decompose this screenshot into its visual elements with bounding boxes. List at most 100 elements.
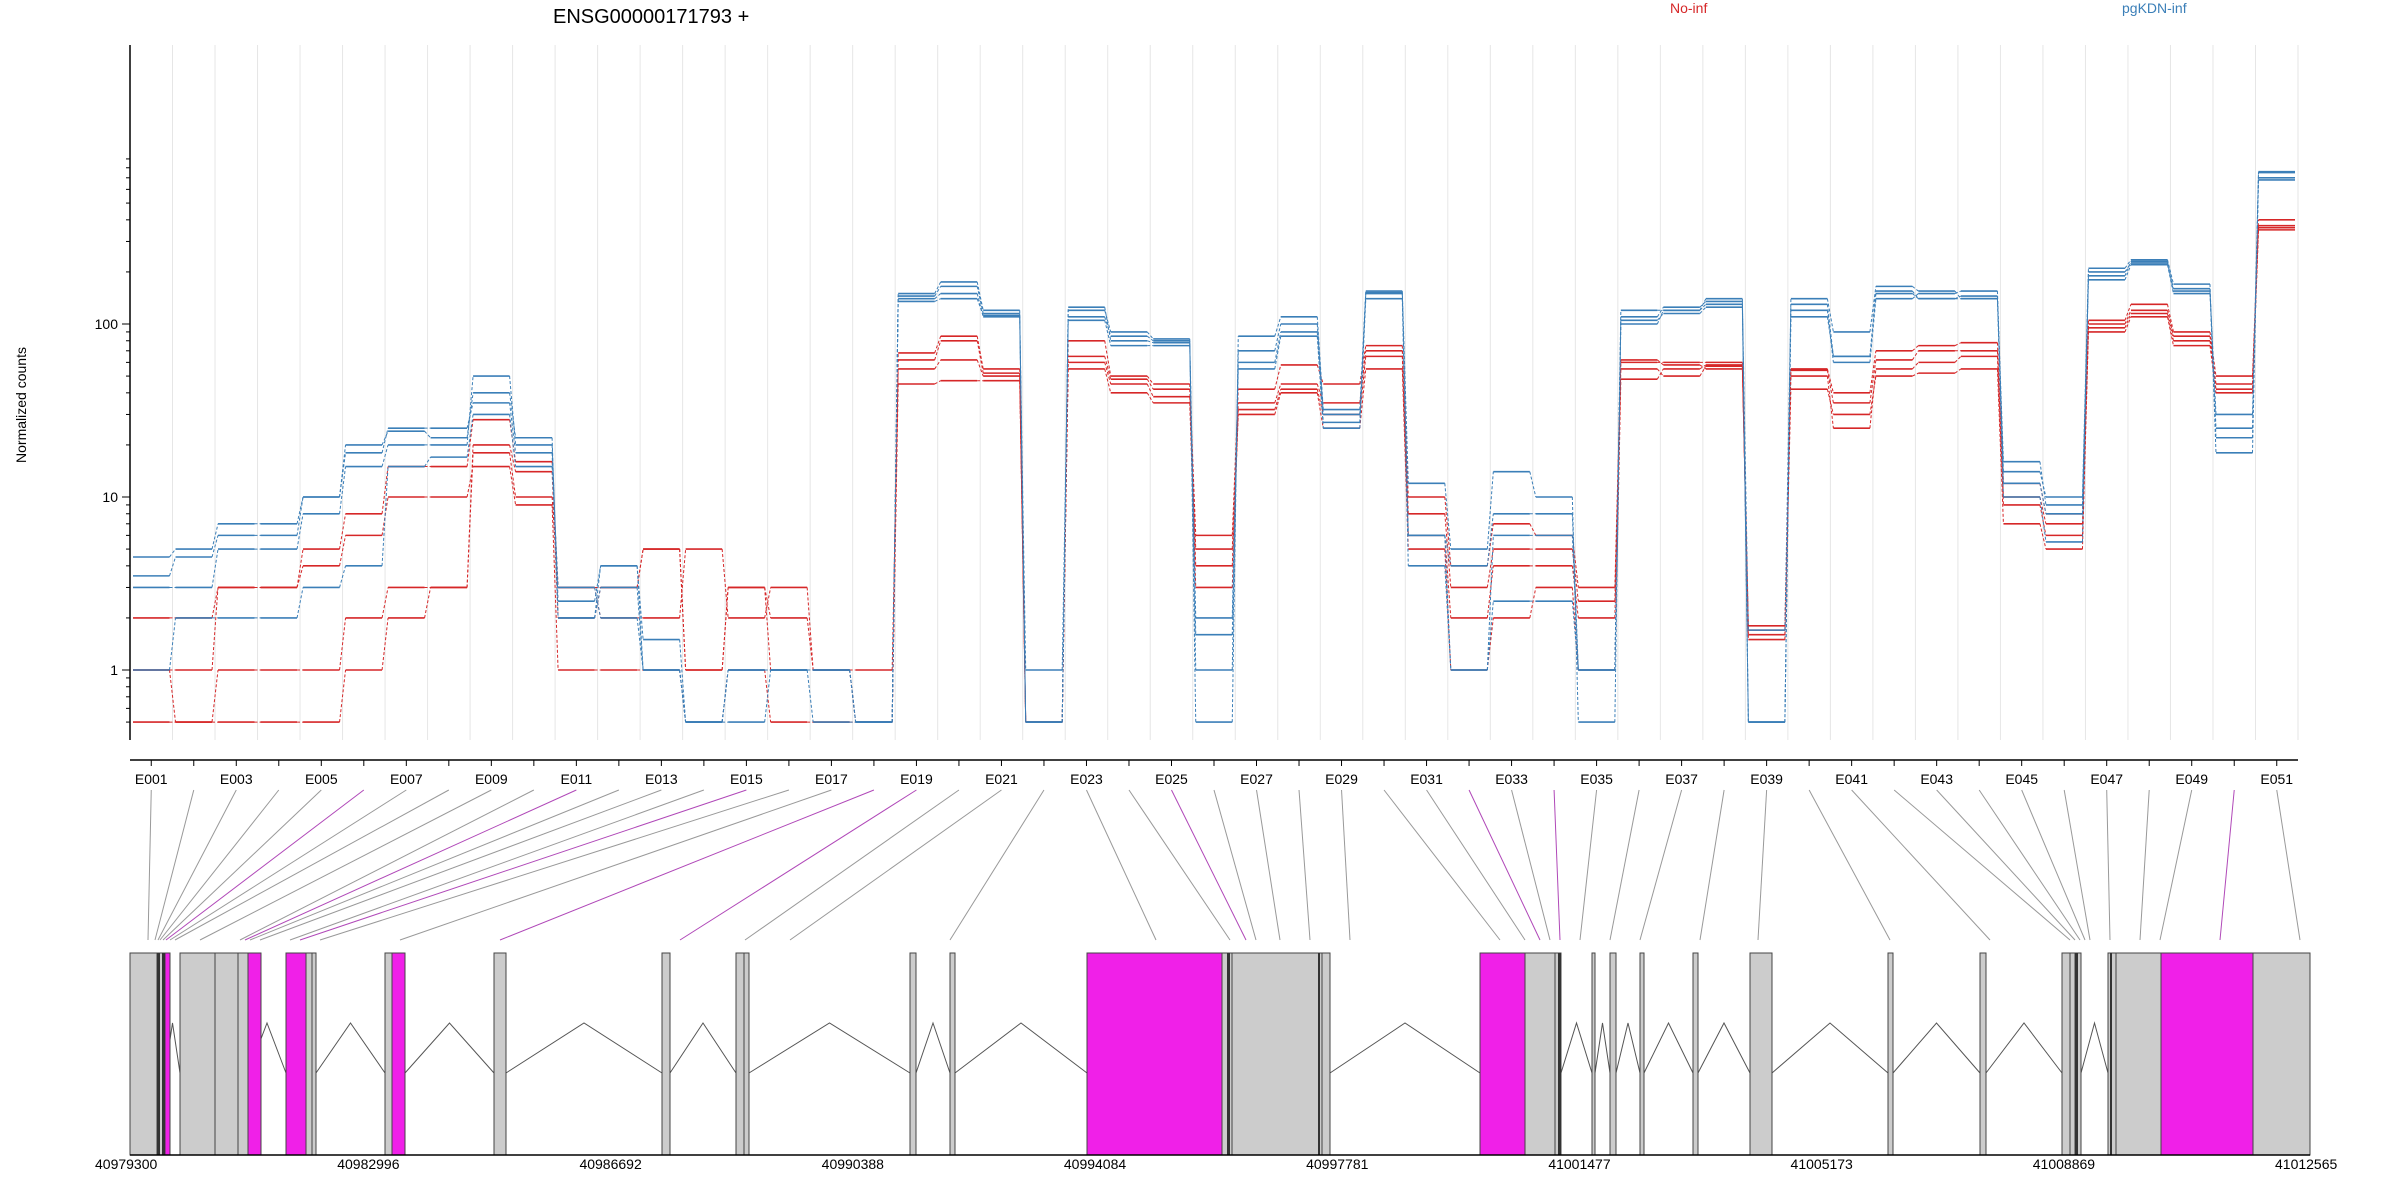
exon-connector <box>319 789 790 941</box>
series-connector <box>594 565 602 602</box>
exon-label: E047 <box>2090 771 2123 787</box>
series-connector <box>2209 284 2217 453</box>
exon-label: E049 <box>2175 771 2208 787</box>
exon-connector <box>147 789 152 941</box>
exon-connector <box>1086 789 1157 941</box>
series-connector <box>2081 275 2089 505</box>
series-connector <box>466 392 474 438</box>
exon-label: E009 <box>475 771 508 787</box>
series-connector <box>1996 298 2004 498</box>
exon-connector <box>1893 789 2071 941</box>
exon-block-highlighted <box>2160 952 2254 1156</box>
exon-label: E023 <box>1070 771 1103 787</box>
series-connector <box>1486 565 1494 618</box>
series-connector <box>2124 316 2132 333</box>
series-connector <box>1274 392 1282 415</box>
series-connector <box>2124 261 2132 276</box>
intron-line <box>915 1021 951 1074</box>
series-no-inf <box>133 229 2295 723</box>
exon-block <box>1979 952 1987 1156</box>
series-connector <box>891 293 899 723</box>
series-no-inf <box>133 224 2295 723</box>
series-connector <box>2209 345 2217 393</box>
exon-block <box>1692 952 1699 1156</box>
exon-connector <box>174 789 450 941</box>
series-connector <box>466 376 474 445</box>
series-connector <box>2039 471 2047 498</box>
series-connector <box>1189 345 1197 635</box>
series-connector <box>2039 496 2047 542</box>
exon-block <box>214 952 239 1156</box>
series-connector <box>1826 298 1834 333</box>
exon-label: E001 <box>135 771 168 787</box>
series-connector <box>1912 285 1919 292</box>
series-connector <box>1146 383 1154 397</box>
series-connector <box>1784 304 1792 631</box>
series-connector <box>381 466 389 566</box>
series-connector <box>1954 342 1962 347</box>
exon-block-highlighted <box>247 952 262 1156</box>
series-connector <box>509 444 517 472</box>
exon-inner-bar <box>157 953 160 1155</box>
series-connector <box>339 535 347 566</box>
series-connector <box>339 444 347 498</box>
exon-label: E017 <box>815 771 848 787</box>
series-connector <box>1996 350 2004 498</box>
series-connector <box>1316 364 1324 385</box>
series-connector <box>1741 298 1749 723</box>
series-connector <box>1316 336 1324 429</box>
series-connector <box>934 286 942 297</box>
exon-connector <box>1383 789 1501 941</box>
series-connector <box>679 549 687 671</box>
exon-block <box>743 952 750 1156</box>
series-connector <box>1019 310 1027 723</box>
exon-block <box>1609 952 1617 1156</box>
exon-label: E027 <box>1240 771 1273 787</box>
series-connector <box>1316 316 1324 410</box>
y-tick-label: 10 <box>102 489 118 505</box>
exon-connector <box>239 789 535 941</box>
exon-block <box>1524 952 1556 1156</box>
series-connector <box>2124 264 2132 281</box>
y-axis-label: Normalized counts <box>13 347 29 463</box>
exon-connector <box>1171 789 1247 941</box>
series-connector <box>551 444 559 602</box>
series-connector <box>2251 219 2259 377</box>
exon-block <box>2061 952 2071 1156</box>
series-connector <box>1912 290 1919 300</box>
series-connector <box>1189 338 1197 723</box>
exon-label: E033 <box>1495 771 1528 787</box>
exon-connector <box>244 789 577 941</box>
series-connector <box>1529 523 1537 536</box>
exon-label: E011 <box>561 771 593 787</box>
series-connector <box>1656 368 1664 380</box>
series-connector <box>2039 523 2047 550</box>
series-connector <box>1274 383 1282 404</box>
series-connector <box>211 535 219 558</box>
exon-connector <box>157 789 237 941</box>
series-connector <box>976 298 984 316</box>
intron-line <box>2080 1021 2109 1074</box>
exon-connector <box>1468 789 1541 941</box>
series-connector <box>1486 471 1494 550</box>
series-connector <box>1869 359 1877 403</box>
series-connector <box>1912 372 1919 377</box>
series-connector <box>934 293 942 300</box>
series-connector <box>1316 389 1324 415</box>
series-connector <box>466 444 474 588</box>
series-connector <box>2124 313 2132 329</box>
series-connector <box>594 587 602 619</box>
exon-block <box>384 952 393 1156</box>
series-connector <box>1741 368 1749 626</box>
exon-connector <box>154 789 195 941</box>
series-connector <box>636 587 644 671</box>
exon-connector <box>159 789 280 941</box>
series-connector <box>381 466 389 514</box>
exon-block-highlighted <box>1479 952 1526 1156</box>
series-connector <box>1486 549 1494 588</box>
exon-connector <box>399 789 832 941</box>
exon-label: E029 <box>1325 771 1358 787</box>
exon-connector <box>1699 789 1725 941</box>
series-connector <box>2166 261 2174 292</box>
x-axis: E001 E003 E005 E007 E009 E011 E013 E015 E017 E019… <box>130 759 2298 787</box>
